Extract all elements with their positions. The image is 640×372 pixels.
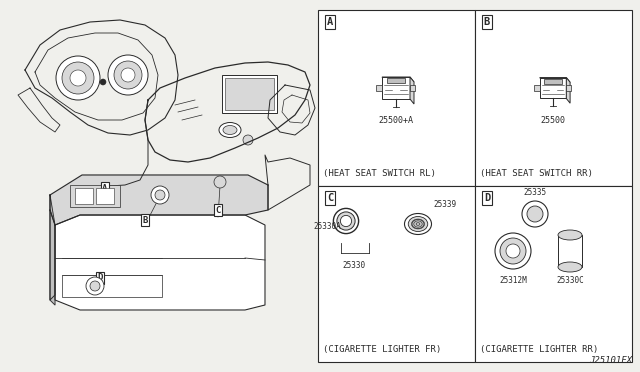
Circle shape — [243, 135, 253, 145]
Bar — [75, 188, 93, 204]
Text: (HEAT SEAT SWITCH RR): (HEAT SEAT SWITCH RR) — [480, 169, 593, 178]
Ellipse shape — [404, 214, 431, 234]
Polygon shape — [50, 195, 55, 305]
Text: D: D — [484, 193, 490, 203]
Ellipse shape — [219, 122, 241, 138]
Circle shape — [527, 206, 543, 222]
Text: A: A — [102, 183, 108, 192]
Bar — [475, 186, 632, 362]
Bar — [534, 85, 540, 91]
Polygon shape — [382, 77, 410, 99]
Circle shape — [114, 61, 142, 89]
Text: 25330: 25330 — [342, 261, 365, 270]
Circle shape — [500, 238, 526, 264]
Text: 25335: 25335 — [524, 188, 547, 197]
Bar — [70, 185, 120, 207]
Text: 25330C: 25330C — [556, 276, 584, 285]
Circle shape — [522, 201, 548, 227]
Text: B: B — [142, 215, 148, 224]
Ellipse shape — [558, 262, 582, 272]
Polygon shape — [410, 77, 414, 104]
Polygon shape — [382, 77, 414, 82]
Text: C: C — [327, 193, 333, 203]
Circle shape — [337, 212, 355, 230]
Bar — [558, 235, 582, 267]
Text: (CIGARETTE LIGHTER RR): (CIGARETTE LIGHTER RR) — [480, 345, 598, 354]
Circle shape — [495, 233, 531, 269]
Circle shape — [155, 190, 165, 200]
Circle shape — [70, 70, 86, 86]
Polygon shape — [55, 215, 265, 310]
Bar — [545, 78, 561, 84]
Circle shape — [90, 281, 100, 291]
Circle shape — [62, 62, 94, 94]
Ellipse shape — [408, 217, 428, 231]
Bar — [387, 78, 405, 83]
Circle shape — [333, 208, 358, 234]
Bar — [566, 85, 571, 91]
Bar — [62, 275, 162, 297]
Bar — [376, 85, 382, 91]
Bar — [410, 85, 415, 91]
Ellipse shape — [223, 125, 237, 135]
Text: A: A — [327, 17, 333, 27]
Text: (HEAT SEAT SWITCH RL): (HEAT SEAT SWITCH RL) — [323, 169, 436, 178]
Circle shape — [108, 55, 148, 95]
Circle shape — [100, 79, 106, 85]
Circle shape — [56, 56, 100, 100]
Polygon shape — [50, 210, 55, 300]
Circle shape — [86, 277, 104, 295]
Text: 25330A: 25330A — [313, 221, 341, 231]
Text: D: D — [97, 273, 102, 282]
Polygon shape — [540, 77, 566, 99]
Ellipse shape — [558, 230, 582, 240]
Circle shape — [340, 215, 351, 227]
Ellipse shape — [412, 219, 424, 228]
Circle shape — [214, 176, 226, 188]
Bar — [318, 10, 475, 186]
Bar — [222, 75, 277, 113]
Text: B: B — [484, 17, 490, 27]
Text: 25312M: 25312M — [499, 276, 527, 285]
Circle shape — [121, 68, 135, 82]
Bar — [225, 78, 274, 110]
Text: C: C — [215, 205, 221, 215]
Polygon shape — [540, 77, 570, 82]
Bar — [475, 10, 632, 186]
Text: 25500+A: 25500+A — [378, 116, 413, 125]
Polygon shape — [50, 175, 268, 225]
Bar — [96, 188, 114, 204]
Text: 25339: 25339 — [433, 199, 456, 208]
Polygon shape — [566, 77, 570, 103]
Text: (CIGARETTE LIGHTER FR): (CIGARETTE LIGHTER FR) — [323, 345, 441, 354]
Text: 25500: 25500 — [541, 116, 566, 125]
Bar — [318, 186, 475, 362]
Text: J25101FX: J25101FX — [589, 356, 632, 365]
Circle shape — [151, 186, 169, 204]
Circle shape — [506, 244, 520, 258]
